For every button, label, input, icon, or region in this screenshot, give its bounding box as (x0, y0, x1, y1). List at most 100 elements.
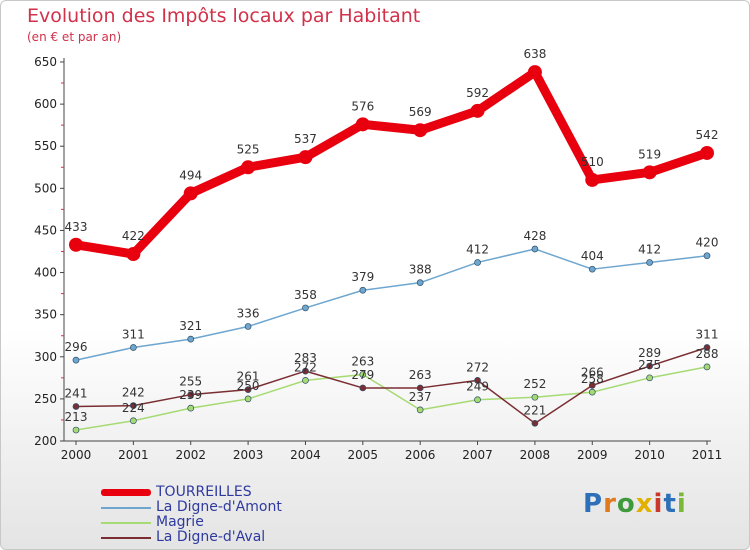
data-label: 311 (122, 328, 145, 342)
data-point (531, 419, 539, 427)
x-tick-label: 2008 (520, 448, 551, 462)
data-label: 261 (237, 370, 260, 384)
data-point (359, 384, 367, 392)
data-label: 494 (179, 168, 202, 182)
data-point (298, 150, 313, 165)
data-label: 263 (351, 354, 374, 368)
data-point (72, 426, 80, 434)
data-point (69, 237, 83, 252)
data-label: 379 (351, 270, 374, 284)
data-point (585, 172, 600, 187)
legend-swatch (101, 489, 151, 496)
data-label: 358 (294, 288, 317, 302)
legend-label: La Digne-d'Aval (156, 529, 266, 545)
data-point (130, 344, 137, 351)
data-point (183, 186, 198, 201)
logo-letter: x (635, 489, 654, 519)
data-label: 311 (696, 328, 719, 342)
logo-letter: i (676, 489, 687, 519)
data-point (416, 406, 424, 414)
data-point (474, 396, 481, 404)
y-tick-label: 300 (34, 350, 57, 364)
data-label: 275 (638, 358, 661, 372)
data-label: 519 (638, 147, 661, 161)
data-point (646, 259, 653, 266)
data-label: 433 (65, 220, 88, 234)
logo-letter: t (663, 489, 677, 519)
data-label: 221 (523, 403, 546, 417)
data-label: 638 (523, 47, 546, 61)
data-label: 525 (237, 142, 260, 156)
legend-swatch (101, 522, 151, 524)
data-point (359, 371, 367, 378)
data-point (474, 259, 481, 266)
data-point (130, 417, 137, 425)
legend: TOURREILLES La Digne-d'Amont Magrie La D… (101, 484, 421, 545)
series-line (75, 346, 708, 425)
chart-subtitle: (en € et par an) (27, 30, 122, 44)
x-tick-label: 2005 (348, 448, 379, 462)
data-label: 258 (581, 372, 604, 386)
legend-item-la-digne-d-amont: La Digne-d'Amont (101, 499, 421, 515)
data-label: 510 (581, 155, 604, 169)
x-tick-label: 2010 (634, 448, 665, 462)
data-point (474, 377, 481, 384)
series-line (75, 248, 708, 361)
legend-label: TOURREILLES (156, 484, 252, 500)
x-tick-label: 2000 (61, 448, 92, 462)
data-point (703, 363, 711, 371)
data-label: 272 (294, 360, 317, 374)
x-tick-label: 2006 (405, 448, 436, 462)
x-tick-label: 2011 (692, 448, 723, 462)
x-tick-label: 2001 (118, 448, 149, 462)
data-point (130, 402, 137, 409)
logo-letter: P (583, 489, 604, 519)
data-point (646, 362, 653, 370)
data-label: 412 (466, 242, 489, 256)
data-label: 289 (638, 346, 661, 360)
legend-item-magrie: Magrie (101, 514, 421, 530)
data-point (527, 65, 542, 80)
data-label: 239 (179, 388, 202, 402)
data-point (187, 404, 195, 412)
data-point (470, 103, 485, 118)
data-point (302, 304, 309, 312)
legend-swatch (101, 507, 151, 509)
logo-letter: r (603, 489, 617, 519)
proxiti-logo: Proxiti (583, 489, 687, 519)
data-label: 213 (65, 410, 88, 424)
data-point (355, 117, 370, 132)
x-tick-label: 2004 (290, 448, 321, 462)
data-point (642, 165, 657, 180)
data-label: 237 (409, 390, 432, 404)
data-point (646, 374, 653, 382)
data-point (703, 252, 711, 260)
data-point (703, 344, 711, 351)
data-point (126, 247, 141, 262)
data-label: 388 (409, 263, 432, 277)
y-tick-label: 200 (34, 434, 57, 448)
data-label: 296 (65, 340, 88, 354)
data-point (302, 377, 309, 384)
series-line (75, 366, 708, 431)
data-label: 422 (122, 229, 145, 243)
data-label: 404 (581, 249, 604, 263)
data-point (588, 382, 596, 389)
data-label: 336 (237, 306, 260, 320)
data-label: 537 (294, 132, 317, 146)
data-point (187, 335, 195, 343)
data-label: 252 (523, 377, 546, 391)
y-tick-label: 400 (34, 266, 57, 280)
legend-swatch (101, 537, 151, 539)
data-point (72, 403, 80, 410)
data-label: 272 (466, 360, 489, 374)
data-point (244, 395, 252, 403)
data-point (416, 279, 424, 287)
data-point (244, 386, 252, 393)
data-label: 283 (294, 351, 317, 365)
x-tick-label: 2003 (233, 448, 264, 462)
data-point (241, 160, 256, 175)
logo-letter: i (653, 489, 664, 519)
data-point (588, 388, 596, 396)
